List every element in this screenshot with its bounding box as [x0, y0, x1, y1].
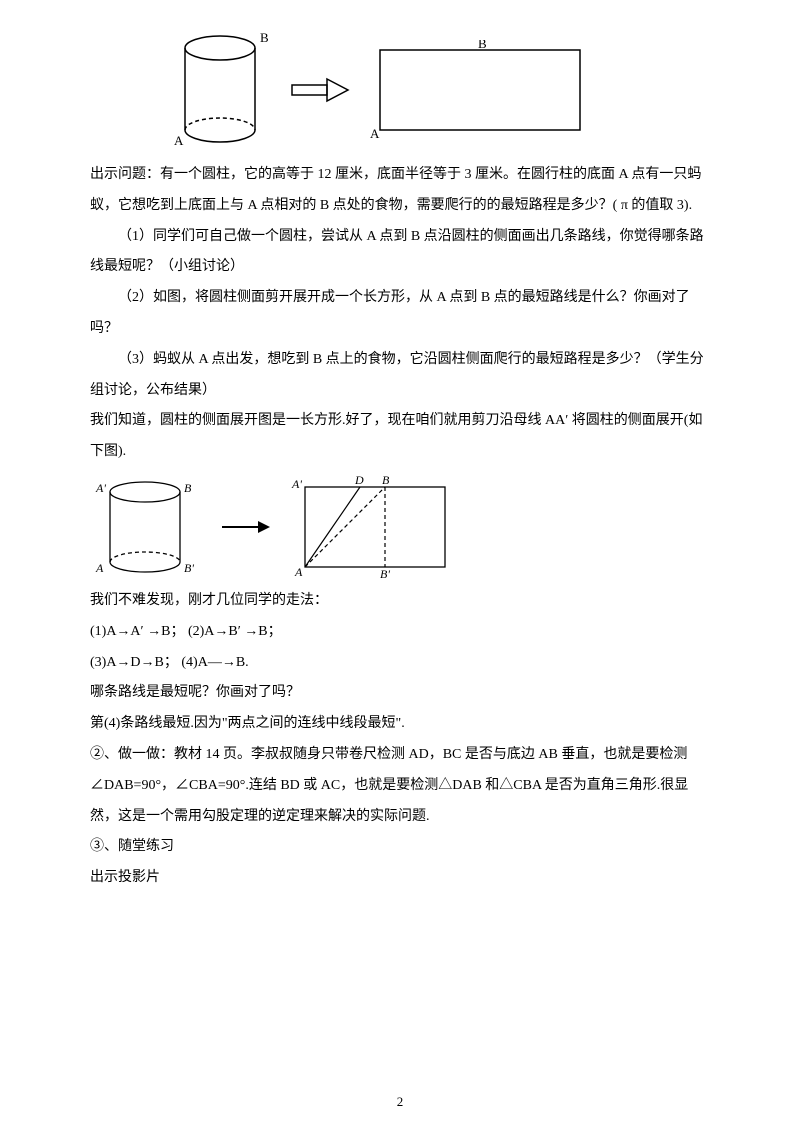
- page: B A B A 出示问题：有一个圆柱，它的高等于 12 厘米，底面半径等于 3 …: [0, 0, 800, 1132]
- arrow2-icon: [220, 517, 270, 537]
- q2: （2）如图，将圆柱侧面剪开展开成一个长方形，从 A 点到 B 点的最短路线是什么…: [90, 283, 710, 345]
- svg-text:A: A: [294, 565, 303, 579]
- path1: (1)A→A′ →B； (2)A→B′ →B；: [90, 617, 710, 648]
- svg-text:B: B: [184, 481, 192, 495]
- path2: (3)A→D→B； (4)A—→B.: [90, 648, 710, 679]
- problem3-title: ③、随堂练习: [90, 832, 710, 863]
- ask: 哪条路线是最短呢？你画对了吗？: [90, 678, 710, 709]
- arrow-icon: [290, 75, 350, 105]
- explain2: 我们不难发现，刚才几位同学的走法：: [90, 586, 710, 617]
- unfold-rect-icon: A' D B A B': [290, 472, 460, 582]
- svg-text:B': B': [184, 561, 194, 575]
- q1: （1）同学们可自己做一个圆柱，尝试从 A 点到 B 点沿圆柱的侧面画出几条路线，…: [90, 222, 710, 284]
- figure1-row: B A B A: [170, 30, 710, 150]
- svg-text:A: A: [95, 561, 104, 575]
- label-A: A: [174, 133, 184, 148]
- rectangle-icon: B A: [370, 40, 590, 140]
- figure2-row: A' B A B' A' D B A B': [90, 472, 710, 582]
- label-B: B: [260, 30, 269, 45]
- problem-intro: 出示问题：有一个圆柱，它的高等于 12 厘米，底面半径等于 3 厘米。在圆行柱的…: [90, 160, 710, 222]
- svg-text:D: D: [354, 473, 364, 487]
- q3: （3）蚂蚁从 A 点出发，想吃到 B 点上的食物，它沿圆柱侧面爬行的最短路程是多…: [90, 345, 710, 407]
- cylinder-icon: B A: [170, 30, 270, 150]
- explain1: 我们知道，圆柱的侧面展开图是一长方形.好了，现在咱们就用剪刀沿母线 AA′ 将圆…: [90, 406, 710, 468]
- svg-text:A': A': [95, 481, 106, 495]
- cylinder2-icon: A' B A B': [90, 472, 200, 582]
- problem2: ②、做一做：教材 14 页。李叔叔随身只带卷尺检测 AD，BC 是否与底边 AB…: [90, 740, 710, 832]
- label-A: A: [370, 126, 380, 140]
- problem3-sub: 出示投影片: [90, 863, 710, 894]
- answer: 第(4)条路线最短.因为"两点之间的连线中线段最短".: [90, 709, 710, 740]
- svg-text:B: B: [382, 473, 390, 487]
- svg-text:B': B': [380, 567, 390, 581]
- svg-text:A': A': [291, 477, 302, 491]
- label-B: B: [478, 40, 487, 51]
- page-number: 2: [397, 1088, 404, 1117]
